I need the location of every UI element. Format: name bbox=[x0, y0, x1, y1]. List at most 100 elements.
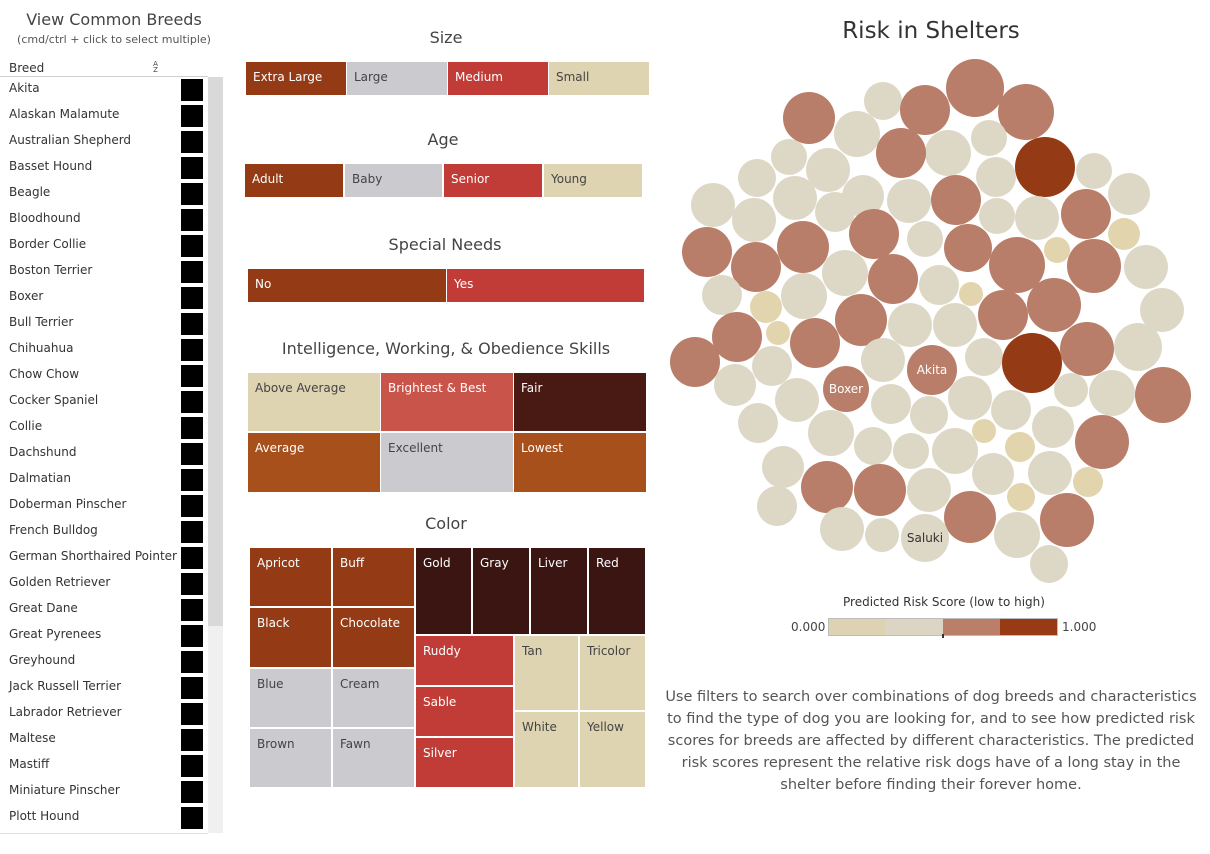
color-red[interactable]: Red bbox=[589, 548, 645, 634]
breed-bubble[interactable] bbox=[919, 265, 959, 305]
breed-bubble[interactable] bbox=[871, 384, 911, 424]
skills-lowest[interactable]: Lowest bbox=[514, 433, 646, 492]
breed-list-item[interactable]: Great Pyrenees bbox=[0, 623, 208, 649]
breed-list-item[interactable]: Golden Retriever bbox=[0, 571, 208, 597]
breed-bubble[interactable] bbox=[823, 366, 869, 412]
breed-bubble[interactable] bbox=[732, 198, 776, 242]
breed-bubble[interactable] bbox=[738, 159, 776, 197]
breed-bubble[interactable] bbox=[775, 378, 819, 422]
breed-bubble[interactable] bbox=[907, 221, 943, 257]
breed-bubble[interactable] bbox=[907, 345, 957, 395]
breed-bubble[interactable] bbox=[888, 303, 932, 347]
breed-bubble[interactable] bbox=[849, 209, 899, 259]
breed-bubble[interactable] bbox=[781, 273, 827, 319]
breed-bubble[interactable] bbox=[822, 250, 868, 296]
breed-list-item[interactable]: German Shorthaired Pointer bbox=[0, 545, 208, 571]
color-blue[interactable]: Blue bbox=[250, 669, 331, 727]
breed-list-item[interactable]: Chow Chow bbox=[0, 363, 208, 389]
age-adult[interactable]: Adult bbox=[245, 164, 343, 197]
breed-bubble[interactable] bbox=[946, 59, 1004, 117]
breed-bubble[interactable] bbox=[712, 312, 762, 362]
color-apricot[interactable]: Apricot bbox=[250, 548, 331, 606]
breed-bubble[interactable] bbox=[771, 139, 807, 175]
breed-bubble[interactable] bbox=[893, 433, 929, 469]
breed-bubble[interactable] bbox=[1027, 278, 1081, 332]
breed-bubble[interactable] bbox=[766, 321, 790, 345]
breed-bubble[interactable] bbox=[731, 242, 781, 292]
size-extra-large[interactable]: Extra Large bbox=[246, 62, 346, 95]
breed-bubble[interactable] bbox=[757, 486, 797, 526]
special-needs-no[interactable]: No bbox=[248, 269, 446, 302]
breed-bubble[interactable] bbox=[1030, 545, 1068, 583]
breed-bubble[interactable] bbox=[1108, 173, 1150, 215]
size-small[interactable]: Small bbox=[549, 62, 649, 95]
breed-bubble[interactable] bbox=[900, 85, 950, 135]
breed-bubble[interactable] bbox=[820, 507, 864, 551]
breed-bubble[interactable] bbox=[834, 111, 880, 157]
skills-fair[interactable]: Fair bbox=[514, 373, 646, 431]
breed-bubble[interactable] bbox=[854, 464, 906, 516]
breed-bubble[interactable] bbox=[978, 290, 1028, 340]
breed-bubble[interactable] bbox=[738, 403, 778, 443]
color-gray[interactable]: Gray bbox=[473, 548, 529, 634]
breed-bubble[interactable] bbox=[702, 275, 742, 315]
breed-column-header[interactable]: Breed bbox=[9, 61, 45, 75]
breed-list-item[interactable]: Labrador Retriever bbox=[0, 701, 208, 727]
breed-bubble[interactable] bbox=[1135, 367, 1191, 423]
breed-bubble[interactable] bbox=[991, 390, 1031, 430]
breed-list-item[interactable]: Dachshund bbox=[0, 441, 208, 467]
breed-bubble[interactable] bbox=[762, 446, 804, 488]
breed-bubble[interactable] bbox=[1067, 239, 1121, 293]
breed-list-item[interactable]: Alaskan Malamute bbox=[0, 103, 208, 129]
color-fawn[interactable]: Fawn bbox=[333, 729, 414, 787]
breed-bubble[interactable] bbox=[994, 512, 1040, 558]
color-white[interactable]: White bbox=[515, 712, 578, 787]
breed-list-item[interactable]: Australian Shepherd bbox=[0, 129, 208, 155]
color-chocolate[interactable]: Chocolate bbox=[333, 608, 414, 667]
breed-list-item[interactable]: Chihuahua bbox=[0, 337, 208, 363]
breed-bubble[interactable] bbox=[1054, 373, 1088, 407]
color-tan[interactable]: Tan bbox=[515, 636, 578, 710]
breed-bubble[interactable] bbox=[806, 148, 850, 192]
breed-bubble[interactable] bbox=[1061, 189, 1111, 239]
skills-above-average[interactable]: Above Average bbox=[248, 373, 380, 431]
breed-bubble[interactable] bbox=[1114, 323, 1162, 371]
breed-bubble[interactable] bbox=[868, 254, 918, 304]
breed-list-item[interactable]: Great Dane bbox=[0, 597, 208, 623]
breed-list-item[interactable]: Jack Russell Terrier bbox=[0, 675, 208, 701]
breed-list-item[interactable]: Basset Hound bbox=[0, 155, 208, 181]
breed-list-item[interactable]: Cocker Spaniel bbox=[0, 389, 208, 415]
age-baby[interactable]: Baby bbox=[345, 164, 442, 197]
breed-bubble[interactable] bbox=[876, 128, 926, 178]
breed-bubble[interactable] bbox=[1002, 333, 1062, 393]
breed-list-item[interactable]: Dalmatian bbox=[0, 467, 208, 493]
breed-bubble[interactable] bbox=[965, 338, 1003, 376]
breed-list-item[interactable]: Bloodhound bbox=[0, 207, 208, 233]
size-medium[interactable]: Medium bbox=[448, 62, 548, 95]
breed-bubble[interactable] bbox=[1124, 245, 1168, 289]
breed-bubble[interactable] bbox=[752, 346, 792, 386]
breed-bubble[interactable] bbox=[910, 396, 948, 434]
age-senior[interactable]: Senior bbox=[444, 164, 542, 197]
breed-bubble[interactable] bbox=[932, 428, 978, 474]
breed-bubble[interactable] bbox=[989, 237, 1045, 293]
breed-bubble[interactable] bbox=[1140, 288, 1184, 332]
breed-bubble[interactable] bbox=[801, 461, 853, 513]
color-yellow[interactable]: Yellow bbox=[580, 712, 645, 787]
breed-list-item[interactable]: Boxer bbox=[0, 285, 208, 311]
breed-list-item[interactable]: Doberman Pinscher bbox=[0, 493, 208, 519]
color-black[interactable]: Black bbox=[250, 608, 331, 667]
color-silver[interactable]: Silver bbox=[416, 738, 513, 787]
breed-bubble[interactable] bbox=[691, 183, 735, 227]
breed-bubble[interactable] bbox=[1076, 153, 1112, 189]
breed-bubble[interactable] bbox=[959, 282, 983, 306]
color-ruddy[interactable]: Ruddy bbox=[416, 636, 513, 685]
breed-list-item[interactable]: Bull Terrier bbox=[0, 311, 208, 337]
breed-bubble[interactable] bbox=[907, 468, 951, 512]
breed-list-item[interactable]: Collie bbox=[0, 415, 208, 441]
breed-bubble[interactable] bbox=[1075, 415, 1129, 469]
breed-bubble[interactable] bbox=[948, 376, 992, 420]
breed-bubble[interactable] bbox=[998, 84, 1054, 140]
breed-bubble[interactable] bbox=[808, 410, 854, 456]
